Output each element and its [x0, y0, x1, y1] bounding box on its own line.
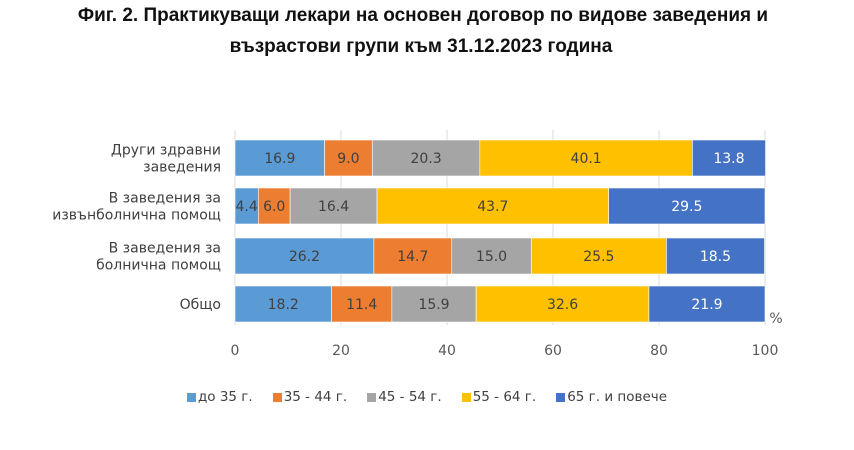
legend-label: 35 - 44 г.	[283, 389, 348, 405]
bar-segment	[475, 285, 650, 323]
data-label: 20.3	[410, 151, 441, 167]
data-label: 16.4	[318, 199, 349, 215]
data-label: 13.8	[713, 151, 744, 167]
bar-segment	[234, 139, 325, 177]
chart-title-line-2: възрастови групи към 31.12.2023 година	[229, 36, 613, 57]
category-label: Други здравни заведения	[111, 143, 221, 176]
bar-segment	[451, 237, 532, 275]
data-label: 18.2	[268, 297, 299, 313]
bar-segment	[371, 139, 481, 177]
bar-segment	[608, 187, 766, 225]
data-label: 16.9	[264, 151, 295, 167]
category-label: В заведения за болнична помощ	[96, 241, 221, 274]
legend-swatch	[556, 392, 566, 402]
data-label: 14.7	[397, 249, 428, 265]
bar-segment	[258, 187, 291, 225]
legend-item: 45 - 54 г.	[367, 389, 442, 405]
legend-item: 65 г. и повече	[556, 389, 667, 405]
data-label: 9.0	[337, 151, 359, 167]
data-label: 15.9	[418, 297, 449, 313]
data-label: 40.1	[571, 151, 602, 167]
x-tick-label: 20	[332, 343, 350, 359]
bar-segment	[692, 139, 766, 177]
bar-segment	[373, 237, 453, 275]
chart-title-line-1: Фиг. 2. Практикуващи лекари на основен д…	[77, 5, 769, 26]
legend-label: 55 - 64 г.	[472, 389, 537, 405]
legend-label: 45 - 54 г.	[378, 389, 442, 405]
legend-swatch	[272, 392, 282, 402]
bar-segment	[324, 139, 373, 177]
x-tick-label: 100	[752, 343, 779, 359]
bar-segment	[648, 285, 766, 323]
data-label: 11.4	[346, 297, 377, 313]
legend-item: до 35 г.	[186, 389, 253, 405]
legend-label: до 35 г.	[197, 389, 253, 405]
legend-swatch	[461, 392, 471, 402]
data-label: 6.0	[263, 199, 285, 215]
data-label: 4.4	[236, 199, 258, 215]
data-label: 18.5	[700, 249, 731, 265]
data-label: 32.6	[547, 297, 578, 313]
bar-segment	[479, 139, 693, 177]
chart-legend: до 35 г. 35 - 44 г. 45 - 54 г. 55 - 64 г. 65…	[0, 389, 854, 405]
x-tick-label: 0	[231, 343, 240, 359]
category-label: Общо	[180, 297, 221, 313]
category-label: В заведения за извънболнична помощ	[52, 191, 221, 224]
data-label: 26.2	[289, 249, 320, 265]
bar-segment	[331, 285, 393, 323]
x-tick-label: 80	[650, 343, 668, 359]
legend-item: 35 - 44 г.	[272, 389, 348, 405]
bar-segment	[234, 237, 375, 275]
legend-item: 55 - 64 г.	[461, 389, 537, 405]
x-tick-label: 60	[544, 343, 562, 359]
bar-segment	[391, 285, 477, 323]
data-label: 21.9	[691, 297, 722, 313]
data-label: 43.7	[477, 199, 508, 215]
bar-segment	[289, 187, 378, 225]
bar-segment	[376, 187, 609, 225]
data-label: 29.5	[671, 199, 702, 215]
data-label: 15.0	[476, 249, 507, 265]
x-axis-unit-label: %	[769, 311, 782, 327]
legend-swatch	[186, 392, 196, 402]
legend-label: 65 г. и повече	[567, 389, 668, 405]
x-tick-label: 40	[438, 343, 456, 359]
legend-swatch	[367, 392, 377, 402]
bar-segment	[234, 285, 332, 323]
bar-segment	[666, 237, 765, 275]
bar-segment	[530, 237, 667, 275]
data-label: 25.5	[583, 249, 614, 265]
